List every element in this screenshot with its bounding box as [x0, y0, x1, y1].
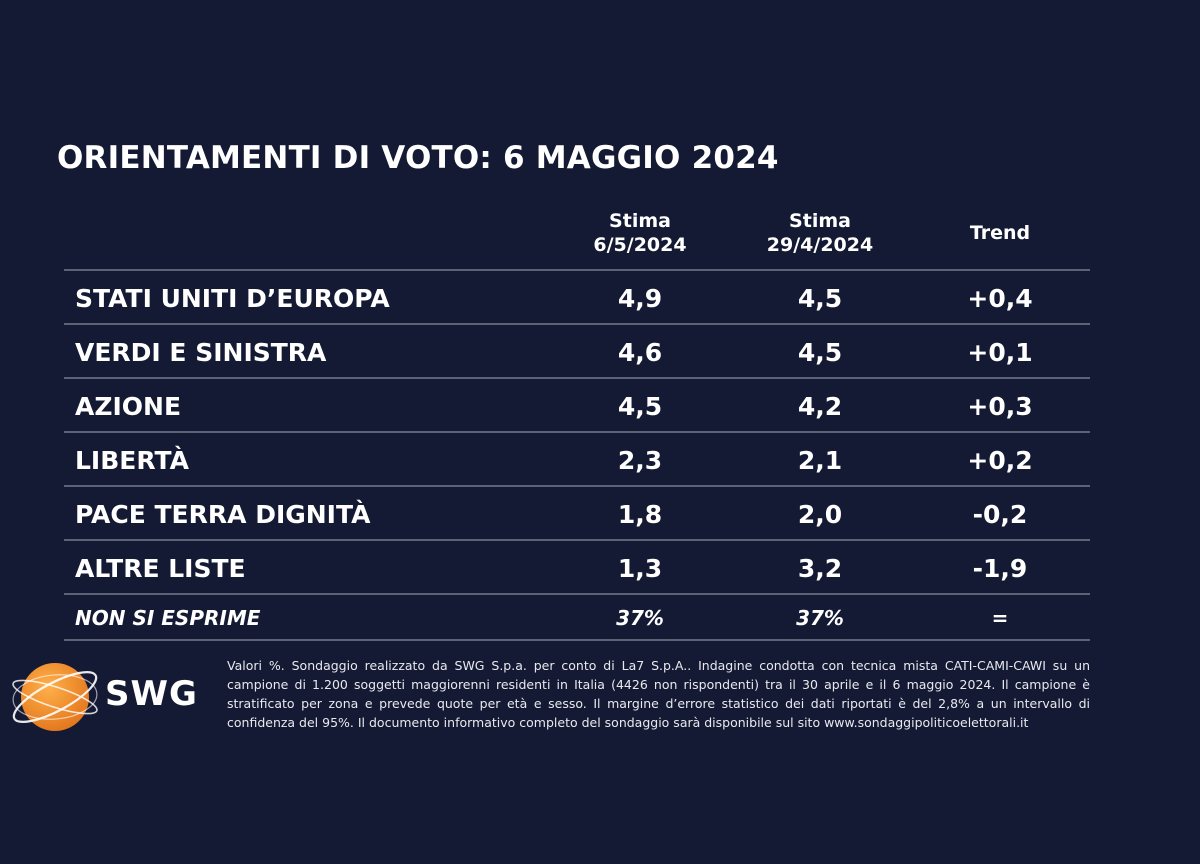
- swg-logo-text: SWG: [105, 674, 198, 714]
- page-title: ORIENTAMENTI DI VOTO: 6 MAGGIO 2024: [57, 140, 779, 176]
- value-current: 2,3: [617, 446, 663, 475]
- row-separator: [64, 323, 1090, 325]
- row-separator: [64, 377, 1090, 379]
- party-label: STATI UNITI D’EUROPA: [75, 284, 390, 313]
- table-row: ALTRE LISTE 1,3 3,2 -1,9: [64, 541, 1090, 593]
- table-row: PACE TERRA DIGNITÀ 1,8 2,0 -0,2: [64, 487, 1090, 539]
- value-previous: 2,0: [797, 500, 843, 529]
- value-current: 4,6: [617, 338, 663, 367]
- table-row: AZIONE 4,5 4,2 +0,3: [64, 379, 1090, 431]
- value-previous: 2,1: [797, 446, 843, 475]
- row-separator: [64, 485, 1090, 487]
- column-header-previous: Stima 29/4/2024: [740, 209, 900, 257]
- column-header-current: Stima 6/5/2024: [560, 209, 720, 257]
- column-header-previous-line1: Stima: [789, 210, 851, 232]
- party-label: AZIONE: [75, 392, 182, 421]
- methodology-footnote: Valori %. Sondaggio realizzato da SWG S.…: [227, 658, 1090, 730]
- value-previous: 4,2: [797, 392, 843, 421]
- value-previous: 3,2: [797, 554, 843, 583]
- poll-table: STATI UNITI D’EUROPA 4,9 4,5 +0,4 VERDI E SI…: [64, 269, 1090, 641]
- value-previous: 4,5: [797, 338, 843, 367]
- value-trend: =: [991, 606, 1009, 630]
- row-separator: [64, 269, 1090, 271]
- party-label: ALTRE LISTE: [75, 554, 246, 583]
- party-label: NON SI ESPRIME: [75, 606, 261, 630]
- row-separator: [64, 639, 1090, 641]
- party-label: PACE TERRA DIGNITÀ: [75, 500, 371, 529]
- row-separator: [64, 539, 1090, 541]
- table-row: LIBERTÀ 2,3 2,1 +0,2: [64, 433, 1090, 485]
- value-current: 4,9: [617, 284, 663, 313]
- column-header-trend: Trend: [969, 222, 1031, 244]
- value-trend: +0,2: [967, 446, 1033, 475]
- value-trend: -1,9: [972, 554, 1028, 583]
- value-current: 1,8: [617, 500, 663, 529]
- column-header-previous-line2: 29/4/2024: [766, 234, 874, 256]
- column-header-current-line2: 6/5/2024: [593, 234, 687, 256]
- value-current: 1,3: [617, 554, 663, 583]
- value-current: 37%: [616, 606, 664, 630]
- table-row-non-si-esprime: NON SI ESPRIME 37% 37% =: [64, 595, 1090, 639]
- row-separator: [64, 593, 1090, 595]
- column-header-current-line1: Stima: [609, 210, 671, 232]
- party-label: LIBERTÀ: [75, 446, 189, 475]
- party-label: VERDI E SINISTRA: [75, 338, 327, 367]
- value-trend: +0,4: [967, 284, 1033, 313]
- table-row: VERDI E SINISTRA 4,6 4,5 +0,1: [64, 325, 1090, 377]
- table-row: STATI UNITI D’EUROPA 4,9 4,5 +0,4: [64, 271, 1090, 323]
- swg-logo-icon: [12, 663, 98, 731]
- value-trend: -0,2: [972, 500, 1028, 529]
- row-separator: [64, 431, 1090, 433]
- value-trend: +0,3: [967, 392, 1033, 421]
- value-previous: 37%: [796, 606, 844, 630]
- value-current: 4,5: [617, 392, 663, 421]
- value-trend: +0,1: [967, 338, 1033, 367]
- value-previous: 4,5: [797, 284, 843, 313]
